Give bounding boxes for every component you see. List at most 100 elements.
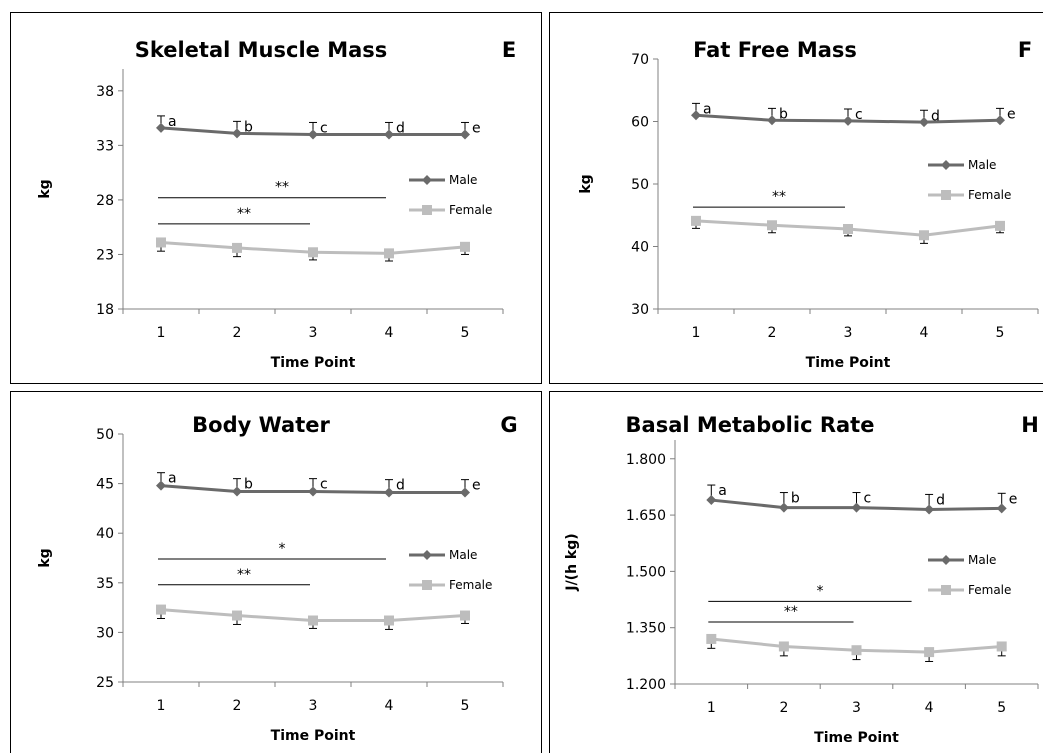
y-tick-label: 40 [96,526,114,542]
x-tick-label: 3 [844,325,853,341]
data-point-female [384,615,394,626]
x-axis-label: Time Point [271,355,356,371]
legend-marker-male [422,175,432,185]
data-point-male [996,503,1007,514]
data-point-female [691,215,701,226]
point-annotation: c [855,107,863,123]
point-annotation: b [779,106,788,122]
x-tick-label: 3 [309,325,318,341]
y-tick-label: 30 [631,302,649,318]
y-axis-label: kg [578,174,594,193]
legend-marker-male [941,160,951,170]
data-point-female [308,247,318,258]
chart-basal-metabolic-rate: Basal Metabolic Rate H 1.200 1.350 1.500 1.65… [564,413,1039,746]
legend-marker-male [941,555,951,565]
chart-panel-h: Basal Metabolic Rate H 1.200 1.350 1.500 1.65… [549,391,1043,753]
y-tick-label: 1.200 [626,677,666,693]
x-tick-label: 5 [461,698,470,714]
point-annotation: b [244,477,253,493]
y-tick-label: 35 [96,576,114,592]
x-tick-label: 4 [385,325,394,341]
chart-panel-g: Body Water G 25 30 35 40 45 50 1 2 3 4 5 Time Point kg… [10,391,542,753]
panel-letter: G [500,413,517,437]
point-annotation: d [931,108,940,124]
data-point-female [460,241,470,252]
data-point-male [843,115,853,126]
x-tick-label: 1 [692,325,701,341]
y-tick-label: 38 [96,84,114,100]
data-point-male [232,486,242,497]
data-point-male [384,487,394,498]
significance-label: ** [784,604,798,620]
data-point-male [308,486,318,497]
y-tick-label: 45 [96,477,114,493]
data-point-female [996,641,1007,652]
legend-label-female: Female [968,583,1011,597]
point-annotation: c [864,491,872,507]
point-annotation: b [791,491,800,507]
y-tick-label: 50 [631,177,649,193]
data-point-male [924,504,935,515]
y-tick-label: 1.350 [626,621,666,637]
point-annotation: a [703,101,712,117]
legend-label-male: Male [968,158,996,172]
point-annotation: c [320,477,328,493]
data-point-female [460,610,470,621]
data-point-male [232,128,242,139]
panel-letter: E [502,38,516,62]
x-axis-label: Time Point [814,730,899,746]
x-tick-label: 2 [779,700,788,716]
data-point-male [156,480,166,491]
point-annotation: d [396,478,405,494]
x-tick-label: 4 [385,698,394,714]
legend-marker-female [422,580,432,590]
y-tick-label: 50 [96,427,114,443]
point-annotation: a [718,483,727,499]
significance-label: ** [772,189,786,205]
y-tick-label: 40 [631,240,649,256]
x-axis-label: Time Point [271,728,356,744]
data-point-female [308,615,318,626]
x-tick-label: 4 [920,325,929,341]
chart-title: Skeletal Muscle Mass [135,38,388,62]
y-axis-label: J/(h kg) [564,533,580,591]
data-point-female [232,242,242,253]
y-axis-label: kg [37,179,53,198]
legend-marker-female [422,205,432,215]
x-tick-label: 2 [233,698,242,714]
x-tick-label: 5 [996,325,1005,341]
point-annotation: e [1007,106,1016,122]
y-tick-label: 30 [96,625,114,641]
legend-label-female: Female [449,578,492,592]
data-point-female [384,248,394,259]
y-axis-label: kg [37,548,53,567]
point-annotation: a [168,114,177,130]
data-point-female [924,647,935,658]
chart-fat-free-mass: Fat Free Mass F 30 40 50 60 70 1 2 3 4 5 Time Point k… [578,38,1039,371]
point-annotation: b [244,119,253,135]
y-tick-label: 28 [96,193,114,209]
x-tick-label: 3 [309,698,318,714]
data-point-female [919,230,929,241]
significance-label: ** [275,180,289,196]
data-point-female [156,604,166,615]
data-point-male [851,502,862,513]
data-point-female [843,224,853,234]
point-annotation: a [168,471,177,487]
y-tick-label: 1.800 [626,452,666,468]
chart-title: Body Water [192,413,330,437]
y-tick-label: 60 [631,115,649,131]
y-tick-label: 18 [96,302,114,318]
data-point-female [778,641,789,652]
panel-letter: F [1018,38,1032,62]
data-point-female [156,237,166,248]
data-point-male [778,502,789,513]
x-tick-label: 1 [157,325,166,341]
data-point-male [308,129,318,140]
x-axis-label: Time Point [806,355,891,371]
legend-marker-female [941,585,951,595]
point-annotation: e [1009,491,1018,507]
point-annotation: e [472,120,481,136]
point-annotation: d [396,120,405,136]
